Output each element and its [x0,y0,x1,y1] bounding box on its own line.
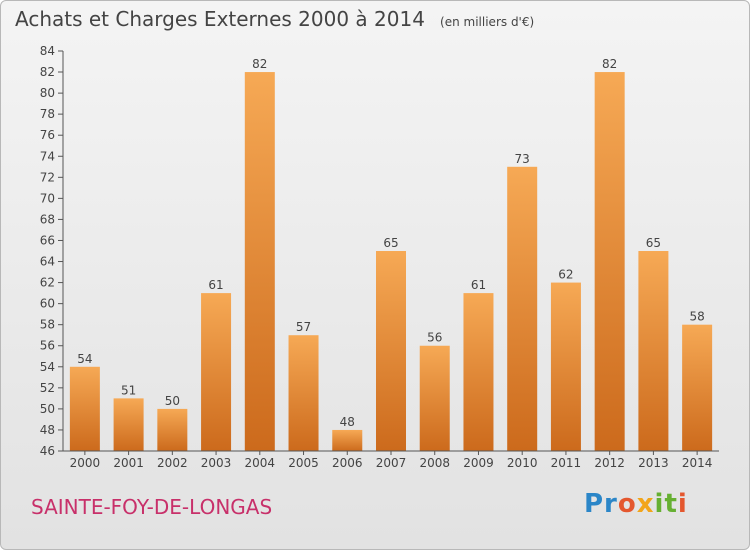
bar [157,408,188,451]
chart-title-row: Achats et Charges Externes 2000 à 2014 (… [15,7,534,31]
x-tick-label: 2005 [288,456,319,470]
y-tick-label: 62 [40,276,55,290]
y-tick-label: 80 [40,86,55,100]
y-tick-label: 76 [40,128,55,142]
bar-value-label: 61 [208,278,223,292]
bar-value-label: 65 [646,236,661,250]
chart-title: Achats et Charges Externes 2000 à 2014 [15,7,425,31]
bar-value-label: 62 [558,268,573,282]
y-tick-label: 70 [40,191,55,205]
chart-unit: (en milliers d'€) [440,15,535,29]
bar [201,293,232,451]
bar [463,293,494,451]
bar [638,251,669,451]
x-tick-label: 2006 [332,456,363,470]
bar-value-label: 50 [165,394,180,408]
x-tick-label: 2003 [201,456,232,470]
y-tick-label: 68 [40,212,55,226]
bar-value-label: 82 [602,57,617,71]
bar-value-label: 48 [340,415,355,429]
y-tick-label: 50 [40,402,55,416]
y-tick-label: 74 [40,149,55,163]
bar [594,72,625,451]
bar-value-label: 56 [427,331,442,345]
x-axis: 2000 2001 2002 2003 2004 2005 2006 2007 2008 2009… [63,450,719,470]
x-tick-label: 2011 [551,456,582,470]
bar [244,72,275,451]
y-tick-label: 52 [40,381,55,395]
bar [113,398,144,451]
y-tick-label: 56 [40,339,55,353]
bar [419,345,450,451]
bar-value-label: 58 [689,310,704,324]
bar [69,366,100,451]
bar [288,335,319,451]
y-tick-label: 58 [40,318,55,332]
bar-value-label: 73 [515,152,530,166]
x-tick-label: 2009 [463,456,494,470]
bar [376,251,406,451]
bar [507,166,538,451]
x-tick-label: 2007 [376,456,407,470]
x-tick-label: 2004 [245,456,276,470]
commune-name: SAINTE-FOY-DE-LONGAS [31,495,273,519]
bar-value-label: 57 [296,320,311,334]
y-tick-label: 66 [40,233,55,247]
proxiti-logo: Proxiti [584,489,688,519]
y-tick-label: 48 [40,423,55,437]
y-tick-label: 84 [40,44,55,58]
bar-value-label: 54 [77,352,92,366]
bar [682,324,713,451]
bar-value-label: 61 [471,278,486,292]
y-tick-label: 54 [40,360,55,374]
bar-value-label: 82 [252,57,267,71]
x-tick-label: 2012 [594,456,625,470]
y-tick-label: 72 [40,170,55,184]
x-tick-label: 2010 [507,456,538,470]
bar-value-label: 51 [121,383,136,397]
x-tick-label: 2014 [682,456,713,470]
x-tick-label: 2001 [113,456,144,470]
y-tick-label: 64 [40,255,55,269]
y-axis: 46 48 50 52 54 56 58 60 62 64 66 68 70 72 74 76 78 80 82 84 [40,44,64,458]
bar [550,282,581,451]
x-tick-label: 2008 [419,456,450,470]
x-tick-label: 2013 [638,456,669,470]
x-tick-label: 2000 [70,456,101,470]
y-tick-label: 78 [40,107,55,121]
y-tick-label: 82 [40,65,55,79]
y-tick-label: 60 [40,297,55,311]
bar-value-label: 65 [383,236,398,250]
x-tick-label: 2002 [157,456,188,470]
bars: 54 51 50 61 82 57 48 65 56 61 73 62 82 65 58 [69,57,713,451]
bar [332,429,363,451]
y-tick-label: 46 [40,444,55,458]
